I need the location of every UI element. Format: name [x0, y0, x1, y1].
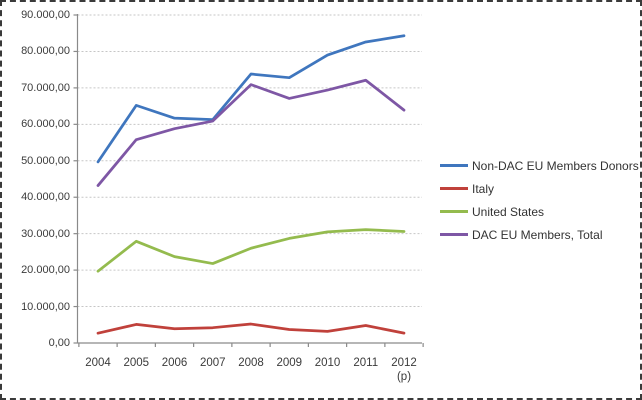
legend-line-marker — [440, 164, 468, 167]
y-axis-tick-label: 20.000,00 — [21, 264, 70, 277]
series-line-non-dac-eu-members-donors — [96, 34, 406, 164]
legend-line-marker — [440, 233, 468, 236]
chart-legend: Non-DAC EU Members Donors Italy United Sta… — [440, 154, 639, 246]
x-axis-tick-label: 2004 — [85, 357, 111, 369]
legend-item: Non-DAC EU Members Donors — [440, 154, 639, 177]
y-axis-tick-label: 40.000,00 — [21, 191, 70, 204]
x-axis-tick-label: 2010 — [314, 357, 341, 369]
y-axis-tick-label: 10.000,00 — [21, 300, 70, 313]
y-axis-tick-label: 50.000,00 — [21, 154, 70, 167]
x-axis-tick-label: 2012 — [391, 357, 417, 369]
y-axis-tick-label: 30.000,00 — [21, 227, 70, 240]
legend-label: Non-DAC EU Members Donors — [472, 158, 639, 173]
legend-line-marker — [440, 210, 468, 213]
legend-label: DAC EU Members, Total — [472, 227, 603, 242]
legend-item: DAC EU Members, Total — [440, 223, 639, 246]
x-axis-tick-label: 2008 — [238, 357, 264, 369]
legend-item: United States — [440, 200, 639, 223]
y-axis-tick-label: 60.000,00 — [21, 118, 70, 131]
legend-label: Italy — [472, 181, 495, 196]
y-axis-tick-label: 90.000,00 — [21, 9, 70, 21]
x-axis-tick-label: 2006 — [161, 357, 188, 369]
series-line-dac-eu-members-total — [96, 78, 406, 187]
x-axis-note: (p) — [396, 371, 412, 383]
legend-item: Italy — [440, 177, 639, 200]
legend-label: United States — [472, 204, 545, 219]
x-axis-tick-label: 2009 — [276, 357, 303, 369]
x-axis-tick-label: 2011 — [353, 357, 379, 369]
y-axis-tick-label: 80.000,00 — [21, 45, 70, 58]
x-axis-tick-label: 2007 — [199, 357, 226, 369]
series-line-united-states — [96, 228, 406, 273]
x-axis-tick-label: 2005 — [123, 357, 150, 369]
series-line-italy — [96, 322, 406, 335]
legend-line-marker — [440, 187, 468, 190]
y-axis-tick-label: 70.000,00 — [21, 81, 70, 94]
y-axis-tick-label: 0,00 — [48, 337, 70, 349]
